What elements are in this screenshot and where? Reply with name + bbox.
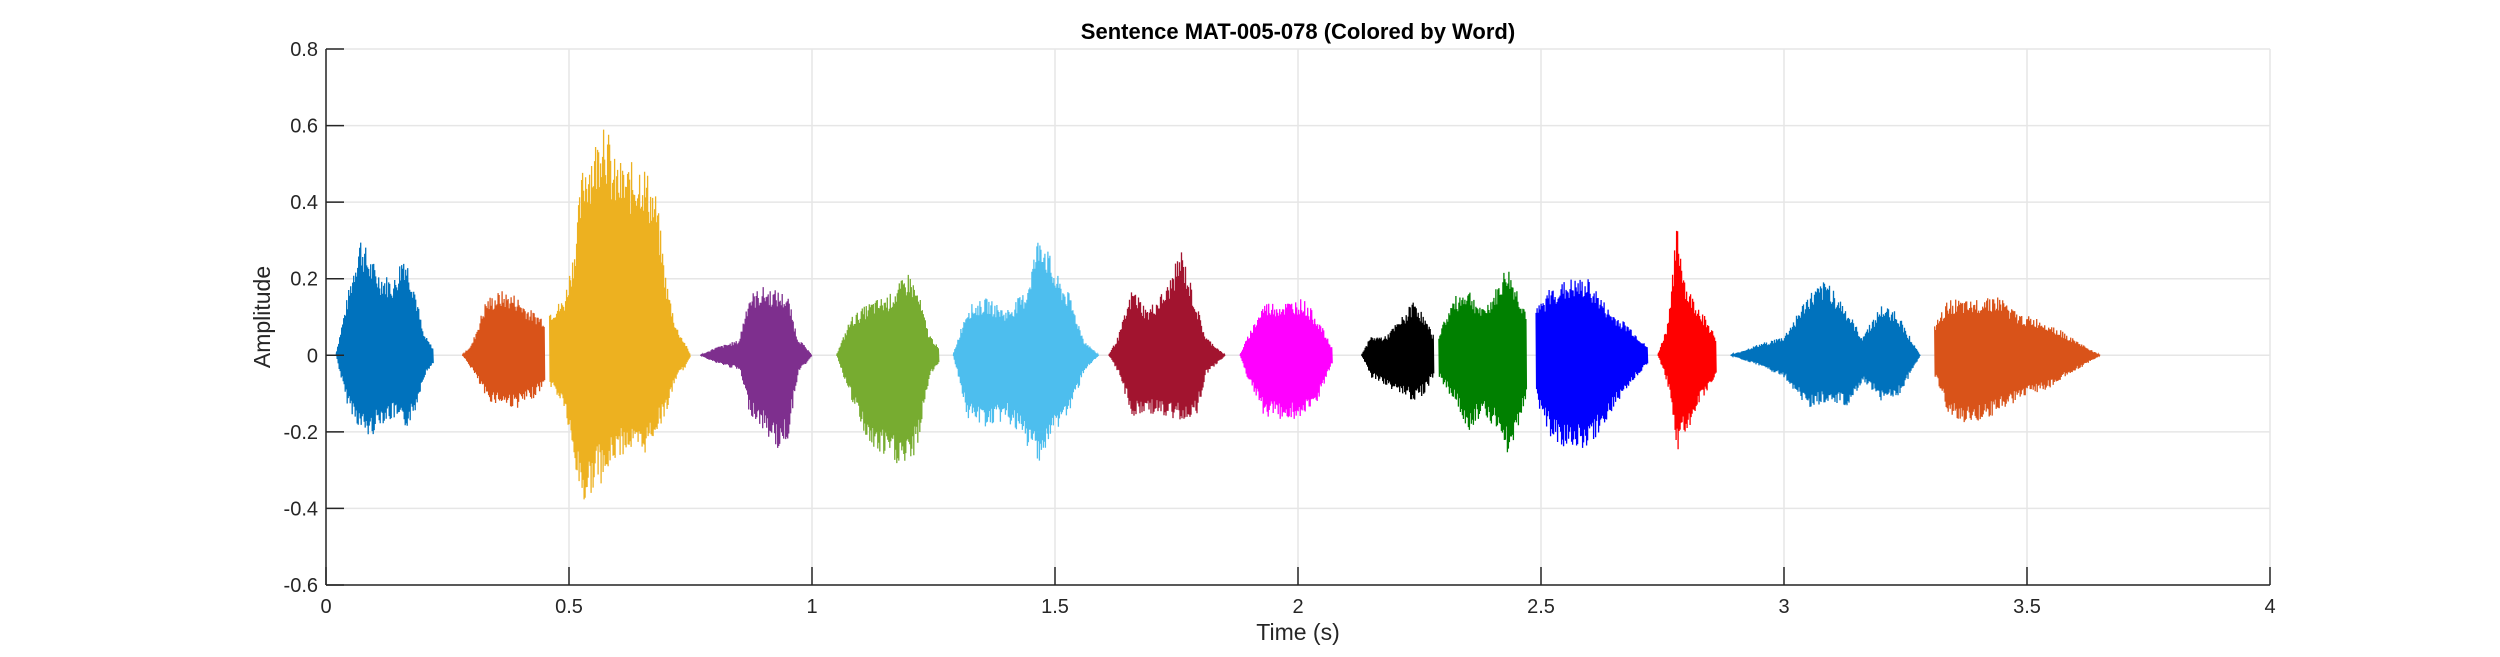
x-tick-label: 0.5 xyxy=(555,596,583,618)
word-waveform-7 xyxy=(1108,252,1226,420)
y-tick-label: -0.2 xyxy=(284,422,318,444)
y-tick-label: -0.6 xyxy=(284,575,318,597)
word-waveform-6 xyxy=(952,242,1100,461)
word-waveform-14 xyxy=(1934,297,2101,423)
y-tick-label: 0.2 xyxy=(290,269,318,291)
x-tick-label: 3 xyxy=(1778,596,1789,618)
word-waveform-4 xyxy=(700,287,813,448)
x-tick-label: 0 xyxy=(320,596,331,618)
word-waveform-13 xyxy=(1730,282,1921,407)
word-waveform-12 xyxy=(1657,230,1717,450)
y-tick-label: 0.8 xyxy=(290,39,318,61)
x-tick-label: 1 xyxy=(806,596,817,618)
word-waveform-5 xyxy=(836,274,940,464)
y-tick-label: 0.4 xyxy=(290,192,318,214)
y-tick-label: 0.6 xyxy=(290,116,318,138)
x-tick-label: 1.5 xyxy=(1041,596,1069,618)
word-waveforms xyxy=(335,129,2101,500)
word-waveform-1 xyxy=(335,242,434,435)
y-tick-label: 0 xyxy=(307,345,318,367)
x-axis-label: Time (s) xyxy=(1256,619,1339,645)
word-waveform-3 xyxy=(548,129,691,500)
chart-title: Sentence MAT-005-078 (Colored by Word) xyxy=(1081,19,1515,44)
word-waveform-2 xyxy=(462,291,546,408)
word-waveform-10 xyxy=(1438,271,1528,453)
word-waveform-8 xyxy=(1239,299,1333,419)
y-tick-label: -0.4 xyxy=(284,498,318,520)
axes xyxy=(325,48,2271,586)
x-tick-label: 2 xyxy=(1292,596,1303,618)
x-tick-label: 2.5 xyxy=(1527,596,1555,618)
x-tick-label: 3.5 xyxy=(2013,596,2041,618)
x-tick-label: 4 xyxy=(2264,596,2275,618)
word-waveform-11 xyxy=(1535,279,1649,448)
tick-labels: 0 0.5 1 1.5 2 2.5 3 3.5 4 -0.6 -0.4 -0.2 0 0.2 0.4 0.6 0… xyxy=(284,39,2276,618)
word-waveform-9 xyxy=(1361,302,1435,400)
y-axis-label: Amplitude xyxy=(249,266,275,368)
